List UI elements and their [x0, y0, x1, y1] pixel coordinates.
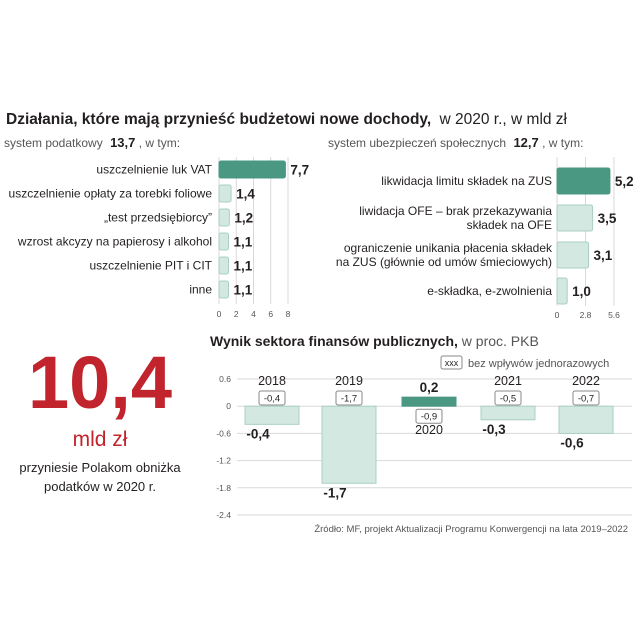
social-x-tick-label: 2.8 — [580, 310, 592, 320]
balance-bar — [480, 405, 536, 421]
balance-value-label: -0,6 — [560, 435, 584, 450]
balance-value-label: -1,7 — [323, 485, 346, 500]
balance-title-bold: Wynik sektora finansów publicznych, — [210, 333, 458, 349]
tax-category-label: uszczelnienie luk VAT — [96, 163, 212, 177]
balance-one-off-box — [335, 390, 363, 406]
social-insurance-suffix: , w tym: — [542, 136, 583, 150]
callout-value: 10,4 — [28, 341, 172, 424]
social-insurance-bar-chart: 0 2.8 5.6 likwidacja limitu składek na ZUS 5… — [336, 157, 634, 320]
balance-one-off-box — [415, 408, 443, 424]
balance-year-label: 2018 — [258, 374, 286, 388]
social-category-label: ograniczenie unikania płacenia składek — [344, 241, 553, 255]
balance-one-off-value: -1,7 — [341, 394, 357, 405]
balance-bar — [558, 405, 614, 434]
balance-year-label: 2022 — [572, 374, 600, 388]
legend-sample-text: xxx — [445, 358, 459, 368]
balance-y-tick-label: 0 — [226, 401, 231, 411]
tax-system-label: system podatkowy — [4, 136, 103, 150]
tax-category-label: uszczelnienie opłaty za torebki foliowe — [9, 187, 213, 201]
balance-bar — [244, 405, 300, 425]
balance-bar — [401, 396, 457, 407]
social-category-label: na ZUS (głównie od umów śmieciowych) — [336, 255, 552, 269]
balance-title-unit: w proc. PKB — [461, 333, 539, 349]
legend-sample-box — [440, 355, 463, 370]
tax-x-tick-label: 4 — [251, 309, 256, 319]
balance-one-off-value: -0,7 — [578, 394, 594, 405]
social-bar — [556, 241, 590, 269]
callout-desc-line2: podatków w 2020 r. — [44, 479, 156, 494]
tax-category-label: wzrost akcyzy na papierosy i alkohol — [17, 235, 212, 249]
social-x-tick-label: 0 — [555, 310, 560, 320]
callout-unit: mld zł — [73, 428, 128, 451]
social-category-label: liwidacja OFE – brak przekazywania — [359, 204, 552, 218]
social-insurance-total: 12,7 — [513, 135, 538, 150]
balance-y-tick-label: -1.2 — [216, 456, 231, 466]
legend-text: bez wpływów jednorazowych — [468, 358, 609, 370]
tax-x-tick-label: 6 — [268, 309, 273, 319]
balance-year-label: 2019 — [335, 374, 363, 388]
social-value-label: 3,5 — [598, 211, 617, 226]
balance-y-tick-label: -1.8 — [216, 483, 231, 493]
social-category-label: e-składka, e-zwolnienia — [427, 284, 552, 298]
balance-one-off-value: -0,5 — [500, 394, 516, 405]
tax-system-bar-chart: 0 2 4 6 8 uszczelnienie luk VAT 7,7 uszczelnien… — [9, 157, 309, 319]
social-bar — [556, 204, 594, 232]
callout-desc-line1: przyniesie Polakom obniżka — [19, 460, 181, 475]
balance-one-off-box — [494, 390, 522, 406]
balance-value-label: -0,4 — [246, 426, 270, 441]
social-category-label: składek na OFE — [467, 218, 552, 232]
tax-bar — [218, 280, 229, 299]
balance-y-tick-label: 0.6 — [219, 374, 231, 384]
balance-y-tick-label: -2.4 — [216, 510, 231, 520]
balance-y-tick-label: -0.6 — [216, 428, 231, 438]
tax-system-suffix: , w tym: — [139, 136, 180, 150]
tax-category-label: „test przedsiębiorcy” — [104, 211, 212, 225]
main-title-bold: Działania, które mają przynieść budżetow… — [6, 111, 431, 128]
tax-value-label: 7,7 — [290, 163, 309, 178]
tax-value-label: 1,1 — [233, 235, 252, 250]
social-bar — [556, 277, 568, 305]
tax-system-total: 13,7 — [110, 135, 135, 150]
balance-one-off-value: -0,4 — [264, 394, 280, 405]
balance-legend: xxx bez wpływów jednorazowych — [440, 355, 609, 370]
balance-value-label: 0,2 — [420, 380, 439, 395]
tax-bar — [218, 208, 230, 227]
social-insurance-label: system ubezpieczeń społecznych — [328, 136, 506, 150]
main-title-unit: w 2020 r., w mld zł — [439, 111, 568, 128]
tax-system-subtitle: system podatkowy 13,7 , w tym: — [4, 135, 180, 150]
tax-value-label: 1,1 — [233, 283, 252, 298]
balance-value-label: -0,3 — [482, 422, 506, 437]
tax-category-label: inne — [189, 283, 212, 297]
social-value-label: 5,2 — [615, 174, 634, 189]
tax-bar — [218, 232, 229, 251]
tax-x-tick-label: 2 — [234, 309, 239, 319]
tax-value-label: 1,1 — [233, 259, 252, 274]
main-title: Działania, które mają przynieść budżetow… — [6, 111, 568, 128]
tax-bar — [218, 184, 232, 203]
balance-bar — [321, 405, 377, 484]
tax-bar — [218, 160, 286, 179]
tax-value-label: 1,2 — [234, 211, 253, 226]
budget-balance-bar-chart: 0.6 0 -0.6 -1.2 -1.8 -2.4 2018 -0,4 -0,4 2019 -1,7… — [216, 374, 632, 520]
source-note: Źródło: MF, projekt Aktualizacji Program… — [314, 524, 628, 535]
tax-bar — [218, 256, 229, 275]
social-insurance-subtitle: system ubezpieczeń społecznych 12,7 , w … — [328, 135, 583, 150]
balance-year-label: 2020 — [415, 423, 443, 437]
balance-chart-title: Wynik sektora finansów publicznych, w pr… — [210, 333, 539, 349]
social-x-tick-label: 5.6 — [608, 310, 620, 320]
social-value-label: 1,0 — [572, 284, 591, 299]
social-category-label: likwidacja limitu składek na ZUS — [381, 174, 552, 188]
tax-x-tick-label: 8 — [286, 309, 291, 319]
tax-category-label: uszczelnienie PIT i CIT — [90, 259, 213, 273]
balance-one-off-value: -0,9 — [421, 412, 437, 423]
tax-value-label: 1,4 — [236, 187, 255, 202]
social-bar — [556, 167, 611, 195]
balance-year-label: 2021 — [494, 374, 522, 388]
tax-x-tick-label: 0 — [217, 309, 222, 319]
balance-one-off-box — [572, 390, 600, 406]
social-value-label: 3,1 — [594, 248, 613, 263]
balance-one-off-box — [258, 390, 286, 406]
